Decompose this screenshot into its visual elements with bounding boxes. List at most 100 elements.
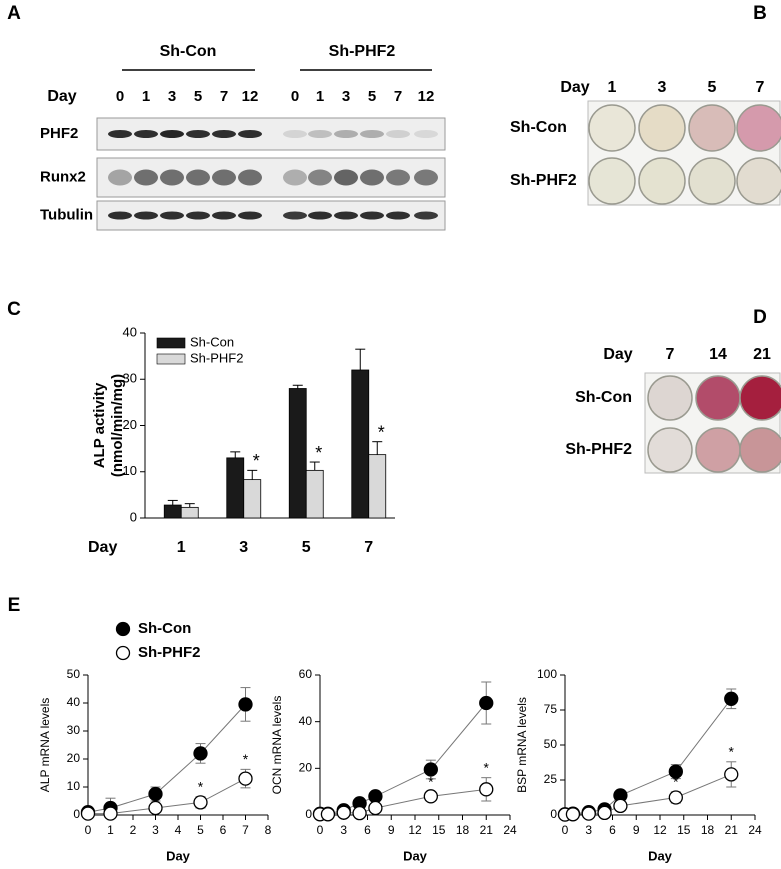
bar — [305, 469, 324, 519]
blot-row-label: Runx2 — [40, 168, 86, 185]
x-axis-label: Day — [88, 539, 117, 556]
y-axis-label: ALP activity — [91, 382, 108, 468]
legend-swatch — [156, 337, 186, 349]
blot-band — [386, 211, 410, 220]
y-axis-label: BSP mRNA levels — [515, 697, 529, 793]
well — [588, 104, 636, 152]
day-number: 0 — [291, 88, 299, 105]
x-tick-label: 7 — [364, 539, 373, 556]
x-tick-label: 6 — [609, 823, 616, 837]
legend-label: Sh-Con — [138, 620, 191, 637]
y-tick-label: 50 — [67, 667, 81, 681]
significance-mark: * — [198, 779, 204, 795]
well — [739, 427, 781, 473]
day-number: 0 — [116, 88, 124, 105]
group-label: Sh-PHF2 — [329, 43, 396, 60]
x-tick-label: 2 — [130, 823, 137, 837]
legend-label: Sh-PHF2 — [138, 644, 201, 661]
x-tick-label: 12 — [653, 823, 667, 837]
significance-mark: * — [428, 773, 434, 789]
marker — [352, 805, 367, 821]
blot-band — [134, 211, 158, 220]
x-tick-label: 18 — [456, 823, 470, 837]
blot-band — [212, 211, 236, 220]
significance-mark: * — [253, 451, 260, 471]
group-label: Sh-Con — [160, 43, 217, 60]
blot-row-label: PHF2 — [40, 125, 78, 142]
blot-band — [108, 169, 132, 186]
marker — [597, 805, 612, 821]
well-row-label: Sh-PHF2 — [565, 441, 632, 458]
blot-band — [238, 169, 262, 186]
x-tick-label: 18 — [701, 823, 715, 837]
y-tick-label: 30 — [67, 723, 81, 737]
y-tick-label: 25 — [544, 772, 558, 786]
panel-label: A — [7, 3, 21, 24]
x-tick-label: 5 — [302, 539, 311, 556]
x-tick-label: 0 — [85, 823, 92, 837]
day-number: 12 — [418, 88, 435, 105]
x-tick-label: 7 — [242, 823, 249, 837]
day-number: 14 — [709, 346, 727, 363]
x-tick-label: 3 — [239, 539, 248, 556]
marker — [565, 807, 581, 822]
x-tick-label: 15 — [432, 823, 446, 837]
x-tick-label: 3 — [585, 823, 592, 837]
panel-label: E — [8, 595, 21, 616]
blot-band — [186, 130, 210, 138]
x-axis-label: Day — [648, 848, 673, 863]
legend-marker — [115, 645, 131, 661]
x-tick-label: 21 — [725, 823, 739, 837]
blot-band — [308, 169, 332, 186]
significance-mark: * — [484, 759, 490, 775]
marker — [80, 806, 96, 821]
day-label: Day — [47, 88, 76, 105]
day-number: 1 — [316, 88, 324, 105]
marker — [148, 786, 163, 802]
marker — [613, 798, 628, 814]
significance-mark: * — [315, 443, 322, 463]
well — [695, 427, 741, 473]
x-tick-label: 0 — [562, 823, 569, 837]
y-axis-label: OCN mRNA levels — [270, 696, 284, 795]
marker — [479, 782, 494, 797]
blot-band — [334, 130, 358, 138]
well — [688, 157, 736, 205]
x-tick-label: 9 — [633, 823, 640, 837]
well-row-label: Sh-PHF2 — [510, 172, 577, 189]
panel-label: C — [7, 299, 21, 320]
blot-band — [414, 130, 438, 138]
blot-band — [160, 169, 184, 186]
marker — [368, 800, 383, 816]
day-number: 1 — [142, 88, 150, 105]
well — [736, 104, 781, 152]
marker — [336, 805, 351, 820]
blot-band — [283, 130, 307, 138]
y-tick-label: 0 — [130, 509, 137, 524]
x-tick-label: 3 — [340, 823, 347, 837]
blot-band — [186, 169, 210, 186]
blot-band — [160, 130, 184, 138]
blot-band — [238, 211, 262, 220]
blot-band — [134, 169, 158, 186]
y-tick-label: 30 — [123, 371, 137, 386]
well — [638, 104, 686, 152]
blot-band — [108, 130, 132, 138]
blot-band — [334, 169, 358, 186]
y-axis-label: (nmol/min/mg) — [109, 374, 126, 477]
blot-band — [283, 211, 307, 220]
series-line — [564, 698, 732, 815]
bar — [288, 388, 307, 519]
x-tick-label: 4 — [175, 823, 182, 837]
bar — [180, 506, 199, 519]
significance-mark: * — [378, 422, 385, 442]
blot-band — [108, 211, 132, 220]
day-number: 7 — [394, 88, 402, 105]
bar — [368, 454, 387, 519]
well — [638, 157, 686, 205]
y-tick-label: 40 — [123, 324, 137, 339]
blot-band — [308, 211, 332, 220]
y-tick-label: 20 — [67, 751, 81, 765]
blot-band — [134, 130, 158, 138]
x-tick-label: 3 — [152, 823, 159, 837]
